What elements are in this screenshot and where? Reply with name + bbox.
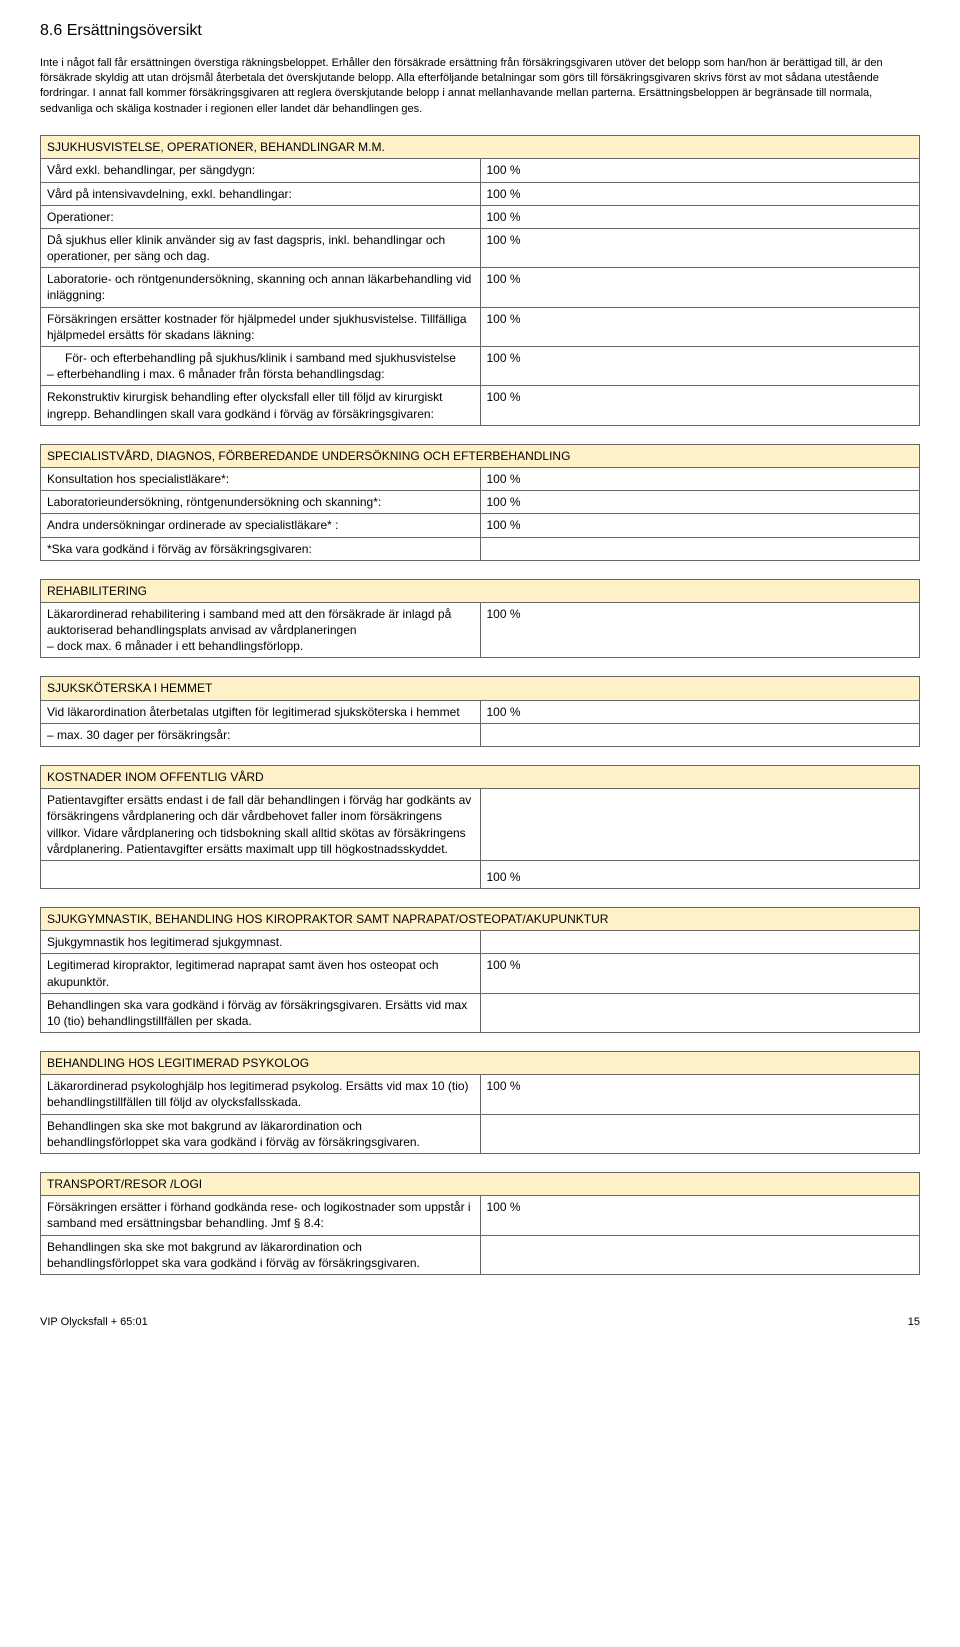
row-label: Behandlingen ska vara godkänd i förväg a… — [41, 993, 481, 1032]
row-value: 100 % — [480, 954, 920, 993]
table-header: BEHANDLING HOS LEGITIMERAD PSYKOLOG — [41, 1052, 920, 1075]
row-value: 100 % — [480, 386, 920, 425]
row-label: Patientavgifter ersätts endast i de fall… — [41, 789, 481, 861]
row-label: *Ska vara godkänd i förväg av försäkring… — [41, 537, 481, 560]
row-label — [41, 860, 481, 888]
row-value: 100 % — [480, 268, 920, 307]
row-label: Vid läkarordination återbetalas utgiften… — [41, 700, 481, 723]
row-label: Vård exkl. behandlingar, per sängdygn: — [41, 159, 481, 182]
row-label: Legitimerad kiropraktor, legitimerad nap… — [41, 954, 481, 993]
row-value: 100 % — [480, 602, 920, 658]
row-value: 100 % — [480, 228, 920, 267]
row-label: Laboratorie- och röntgenundersökning, sk… — [41, 268, 481, 307]
row-value: 100 % — [480, 860, 920, 888]
row-label: Konsultation hos specialistläkare*: — [41, 467, 481, 490]
row-label: Sjukgymnastik hos legitimerad sjukgymnas… — [41, 931, 481, 954]
row-label: Behandlingen ska ske mot bakgrund av läk… — [41, 1235, 481, 1274]
row-label: Operationer: — [41, 205, 481, 228]
row-label: Då sjukhus eller klinik använder sig av … — [41, 228, 481, 267]
table-rehab: REHABILITERING Läkarordinerad rehabilite… — [40, 579, 920, 659]
row-value — [480, 1235, 920, 1274]
table-header: SJUKSKÖTERSKA I HEMMET — [41, 677, 920, 700]
row-value — [480, 931, 920, 954]
row-label: Vård på intensivavdelning, exkl. behandl… — [41, 182, 481, 205]
intro-paragraph: Inte i något fall får ersättningen övers… — [40, 56, 920, 118]
row-value: 100 % — [480, 1196, 920, 1235]
row-value: 100 % — [480, 700, 920, 723]
row-label: – max. 30 dager per försäkringsår: — [41, 723, 481, 746]
table-transport: TRANSPORT/RESOR /LOGI Försäkringen ersät… — [40, 1172, 920, 1275]
row-label: Försäkringen ersätter kostnader för hjäl… — [41, 307, 481, 346]
row-value: 100 % — [480, 205, 920, 228]
section-heading: 8.6 Ersättningsöversikt — [40, 20, 920, 42]
table-header: SPECIALISTVÅRD, DIAGNOS, FÖRBEREDANDE UN… — [41, 444, 920, 467]
table-sjukgym: SJUKGYMNASTIK, BEHANDLING HOS KIROPRAKTO… — [40, 907, 920, 1033]
row-value: 100 % — [480, 514, 920, 537]
row-label: Läkarordinerad psykologhjälp hos legitim… — [41, 1075, 481, 1114]
row-label: Rekonstruktiv kirurgisk behandling efter… — [41, 386, 481, 425]
row-value: 100 % — [480, 182, 920, 205]
table-header: SJUKGYMNASTIK, BEHANDLING HOS KIROPRAKTO… — [41, 907, 920, 930]
row-value — [480, 789, 920, 861]
table-header: SJUKHUSVISTELSE, OPERATIONER, BEHANDLING… — [41, 136, 920, 159]
row-value: 100 % — [480, 159, 920, 182]
table-sjukhus: SJUKHUSVISTELSE, OPERATIONER, BEHANDLING… — [40, 135, 920, 426]
table-nurse: SJUKSKÖTERSKA I HEMMET Vid läkarordinati… — [40, 676, 920, 747]
row-value: 100 % — [480, 347, 920, 386]
table-header: REHABILITERING — [41, 579, 920, 602]
footer-left: VIP Olycksfall + 65:01 — [40, 1315, 148, 1330]
row-label: För- och efterbehandling på sjukhus/klin… — [41, 347, 481, 386]
row-value — [480, 723, 920, 746]
footer-page-number: 15 — [908, 1315, 920, 1330]
page-footer: VIP Olycksfall + 65:01 15 — [40, 1315, 920, 1330]
row-label: Laboratorieundersökning, röntgenundersök… — [41, 491, 481, 514]
row-value: 100 % — [480, 1075, 920, 1114]
table-psykolog: BEHANDLING HOS LEGITIMERAD PSYKOLOG Läka… — [40, 1051, 920, 1154]
table-offentlig: KOSTNADER INOM OFFENTLIG VÅRD Patientavg… — [40, 765, 920, 889]
row-label: Behandlingen ska ske mot bakgrund av läk… — [41, 1114, 481, 1153]
row-label: Andra undersökningar ordinerade av speci… — [41, 514, 481, 537]
row-value — [480, 537, 920, 560]
row-value: 100 % — [480, 491, 920, 514]
row-value — [480, 1114, 920, 1153]
table-header: TRANSPORT/RESOR /LOGI — [41, 1173, 920, 1196]
table-specialist: SPECIALISTVÅRD, DIAGNOS, FÖRBEREDANDE UN… — [40, 444, 920, 561]
row-value: 100 % — [480, 307, 920, 346]
table-header: KOSTNADER INOM OFFENTLIG VÅRD — [41, 766, 920, 789]
row-value — [480, 993, 920, 1032]
row-label: Läkarordinerad rehabilitering i samband … — [41, 602, 481, 658]
row-label: Försäkringen ersätter i förhand godkända… — [41, 1196, 481, 1235]
row-value: 100 % — [480, 467, 920, 490]
